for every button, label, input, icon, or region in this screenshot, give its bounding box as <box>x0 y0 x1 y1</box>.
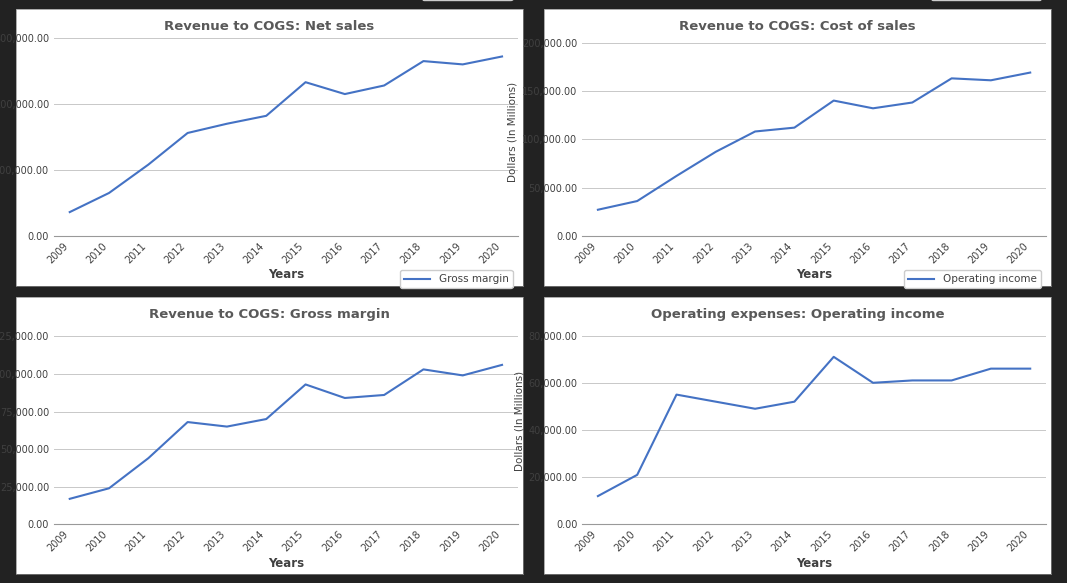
Cost of sales <box>985 77 998 84</box>
Cost of sales <box>749 128 762 135</box>
Operating income <box>906 377 919 384</box>
Line: Gross margin: Gross margin <box>69 365 503 499</box>
Operating income <box>591 493 604 500</box>
Operating income <box>827 353 840 360</box>
Cost of sales <box>906 99 919 106</box>
Gross margin <box>63 496 76 503</box>
Net sales <box>299 79 312 86</box>
Line: Operating income: Operating income <box>598 357 1031 496</box>
Cost of sales <box>1024 69 1037 76</box>
Gross margin <box>142 455 155 462</box>
Operating income <box>749 405 762 412</box>
Operating income <box>985 365 998 372</box>
Legend: Gross margin: Gross margin <box>400 270 512 289</box>
Y-axis label: Dollars (In Millions): Dollars (In Millions) <box>508 82 517 182</box>
Cost of sales <box>591 206 604 213</box>
Text: Revenue to COGS: Cost of sales: Revenue to COGS: Cost of sales <box>680 20 915 33</box>
Gross margin <box>378 391 391 398</box>
Net sales <box>496 53 509 60</box>
Gross margin <box>260 416 273 423</box>
Operating income <box>631 471 643 478</box>
Line: Net sales: Net sales <box>69 57 503 212</box>
Operating income <box>945 377 958 384</box>
Cost of sales <box>866 105 879 112</box>
Operating income <box>789 398 801 405</box>
Operating income <box>866 380 879 387</box>
Net sales <box>378 82 391 89</box>
Cost of sales <box>827 97 840 104</box>
Net sales <box>181 129 194 136</box>
Cost of sales <box>945 75 958 82</box>
Net sales <box>457 61 469 68</box>
Gross margin <box>181 419 194 426</box>
X-axis label: Years: Years <box>796 268 832 281</box>
Gross margin <box>299 381 312 388</box>
Operating income <box>710 398 722 405</box>
Gross margin <box>102 485 115 492</box>
Cost of sales <box>789 124 801 131</box>
Net sales <box>221 120 234 127</box>
Gross margin <box>496 361 509 368</box>
Cost of sales <box>631 198 643 205</box>
Gross margin <box>417 366 430 373</box>
Net sales <box>338 90 351 97</box>
Gross margin <box>221 423 234 430</box>
Text: Revenue to COGS: Net sales: Revenue to COGS: Net sales <box>164 20 375 33</box>
X-axis label: Years: Years <box>796 557 832 570</box>
Cost of sales <box>710 148 722 155</box>
Operating income <box>670 391 683 398</box>
Net sales <box>102 189 115 196</box>
X-axis label: Years: Years <box>268 557 304 570</box>
Y-axis label: Dollars (In Millions): Dollars (In Millions) <box>514 371 524 470</box>
Operating income <box>1024 365 1037 372</box>
Net sales <box>417 58 430 65</box>
Net sales <box>260 113 273 120</box>
Net sales <box>63 209 76 216</box>
Text: Revenue to COGS: Gross margin: Revenue to COGS: Gross margin <box>149 308 389 321</box>
Text: Operating expenses: Operating income: Operating expenses: Operating income <box>651 308 944 321</box>
Cost of sales <box>670 173 683 180</box>
Legend: Operating income: Operating income <box>904 270 1040 289</box>
Gross margin <box>457 372 469 379</box>
Line: Cost of sales: Cost of sales <box>598 72 1031 210</box>
Gross margin <box>338 395 351 402</box>
X-axis label: Years: Years <box>268 268 304 281</box>
Net sales <box>142 161 155 168</box>
